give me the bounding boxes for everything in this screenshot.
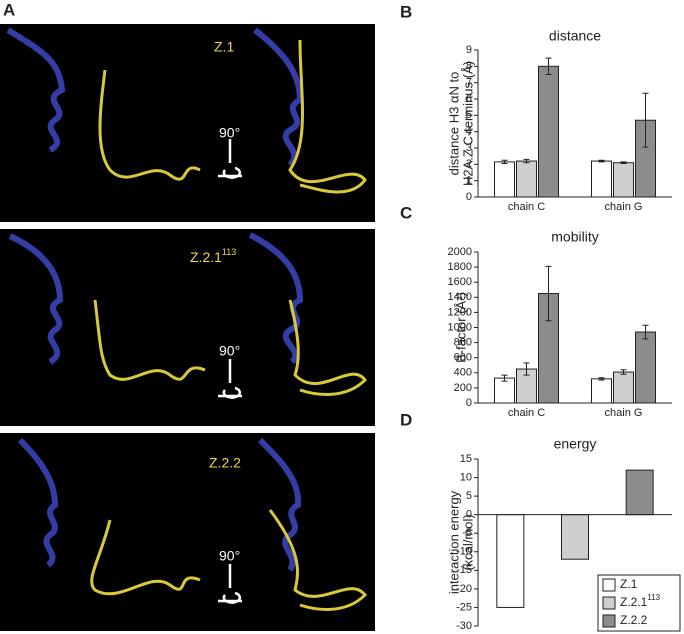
legend-label: Z.2.2 bbox=[620, 613, 648, 627]
legend-swatch bbox=[602, 614, 616, 628]
bar bbox=[635, 331, 656, 404]
y-tick-label: 15 bbox=[460, 453, 472, 465]
panel-a: A Z.1 90° Z.2.1113 90° Z.2.2 90° bbox=[0, 0, 375, 631]
y-tick-label: 1400 bbox=[448, 291, 472, 303]
y-tick-label: 0 bbox=[466, 191, 472, 203]
legend-name: Z.2.1 bbox=[620, 595, 648, 609]
y-tick-label: -25 bbox=[456, 601, 472, 613]
y-tick-label: -10 bbox=[456, 546, 472, 558]
error-bar bbox=[598, 377, 605, 381]
y-tick-label: -5 bbox=[462, 527, 472, 539]
error-bar bbox=[620, 369, 627, 375]
y-tick-label: 1 bbox=[466, 175, 472, 187]
y-axis-label: B-factor (Å²) bbox=[453, 292, 468, 363]
legend-name: Z.1 bbox=[620, 577, 638, 591]
y-tick-label: 1200 bbox=[448, 306, 472, 318]
bar bbox=[494, 377, 515, 404]
y-tick-label: 3 bbox=[466, 142, 472, 154]
y-tick-label: 9 bbox=[466, 44, 472, 56]
panel-label: D bbox=[400, 410, 412, 429]
chart-title: mobility bbox=[551, 229, 598, 245]
y-tick-label: 400 bbox=[454, 367, 472, 379]
x-tick-label: chain G bbox=[605, 201, 643, 213]
legend-superscript: 113 bbox=[647, 593, 660, 602]
bar bbox=[625, 469, 654, 516]
error-bar bbox=[545, 57, 552, 75]
y-tick-label: 10 bbox=[460, 471, 472, 483]
y-tick-label: 2000 bbox=[448, 246, 472, 258]
structure-name: Z.2.1 bbox=[190, 249, 222, 265]
bar bbox=[516, 160, 537, 198]
error-bar bbox=[523, 158, 530, 164]
y-tick-label: 4 bbox=[466, 126, 472, 138]
y-tick-label: -20 bbox=[456, 583, 472, 595]
rotation-label: 90° bbox=[219, 125, 240, 141]
bar bbox=[538, 65, 559, 198]
y-tick-label: 2 bbox=[466, 158, 472, 170]
error-bar bbox=[523, 362, 530, 376]
bar bbox=[591, 160, 612, 198]
bar bbox=[494, 161, 515, 198]
panel-label: C bbox=[400, 203, 412, 222]
legend-label: Z.1 bbox=[620, 577, 638, 591]
bar bbox=[613, 162, 634, 198]
bar bbox=[613, 371, 634, 404]
bar bbox=[496, 514, 525, 608]
error-bar bbox=[501, 374, 508, 382]
chart-title: energy bbox=[554, 436, 597, 452]
y-axis-label: (kcal/mol) bbox=[460, 514, 475, 570]
y-axis-label: interaction energy bbox=[446, 490, 461, 594]
panel-label: A bbox=[3, 0, 15, 19]
y-axis-label: distance H3 αN to bbox=[446, 72, 461, 176]
y-tick-label: 6 bbox=[466, 93, 472, 105]
y-tick-label: 5 bbox=[466, 109, 472, 121]
rotation-label: 90° bbox=[219, 548, 240, 564]
error-bar bbox=[642, 92, 649, 148]
error-bar bbox=[501, 159, 508, 165]
legend-label: Z.2.1113 bbox=[620, 593, 661, 609]
y-tick-label: 7 bbox=[466, 77, 472, 89]
structure-label: Z.2.1113 bbox=[190, 247, 236, 264]
y-tick-label: 0 bbox=[466, 509, 472, 521]
superscript: 113 bbox=[222, 247, 236, 257]
x-tick-label: chain G bbox=[605, 407, 643, 419]
error-bar bbox=[545, 265, 552, 322]
y-tick-label: 5 bbox=[466, 490, 472, 502]
chart-title: distance bbox=[549, 28, 601, 44]
y-tick-label: 1600 bbox=[448, 276, 472, 288]
x-tick-label: chain C bbox=[508, 201, 545, 213]
structure-images bbox=[0, 24, 375, 631]
y-axis-label: H2A.Z C-terminus (Å) bbox=[460, 61, 475, 186]
legend-name: Z.2.2 bbox=[620, 613, 648, 627]
bar bbox=[591, 378, 612, 404]
error-bar bbox=[620, 161, 627, 165]
y-tick-label: -15 bbox=[456, 564, 472, 576]
legend-swatch bbox=[602, 578, 616, 592]
bar bbox=[561, 514, 589, 560]
panel-label: B bbox=[400, 2, 412, 21]
structure-label: Z.2.2 bbox=[209, 455, 241, 471]
y-tick-label: 1000 bbox=[448, 321, 472, 333]
y-tick-label: 600 bbox=[454, 352, 472, 364]
y-tick-label: 200 bbox=[454, 382, 472, 394]
y-tick-label: -30 bbox=[456, 620, 472, 632]
x-tick-label: chain C bbox=[508, 407, 545, 419]
rotation-label: 90° bbox=[219, 343, 240, 359]
structure-label: Z.1 bbox=[214, 39, 234, 55]
legend-swatch bbox=[602, 596, 616, 610]
y-tick-label: 1800 bbox=[448, 261, 472, 273]
y-tick-label: 800 bbox=[454, 337, 472, 349]
y-tick-label: 0 bbox=[466, 397, 472, 409]
error-bar bbox=[642, 324, 649, 340]
error-bar bbox=[598, 159, 605, 163]
y-tick-label: 8 bbox=[466, 60, 472, 72]
